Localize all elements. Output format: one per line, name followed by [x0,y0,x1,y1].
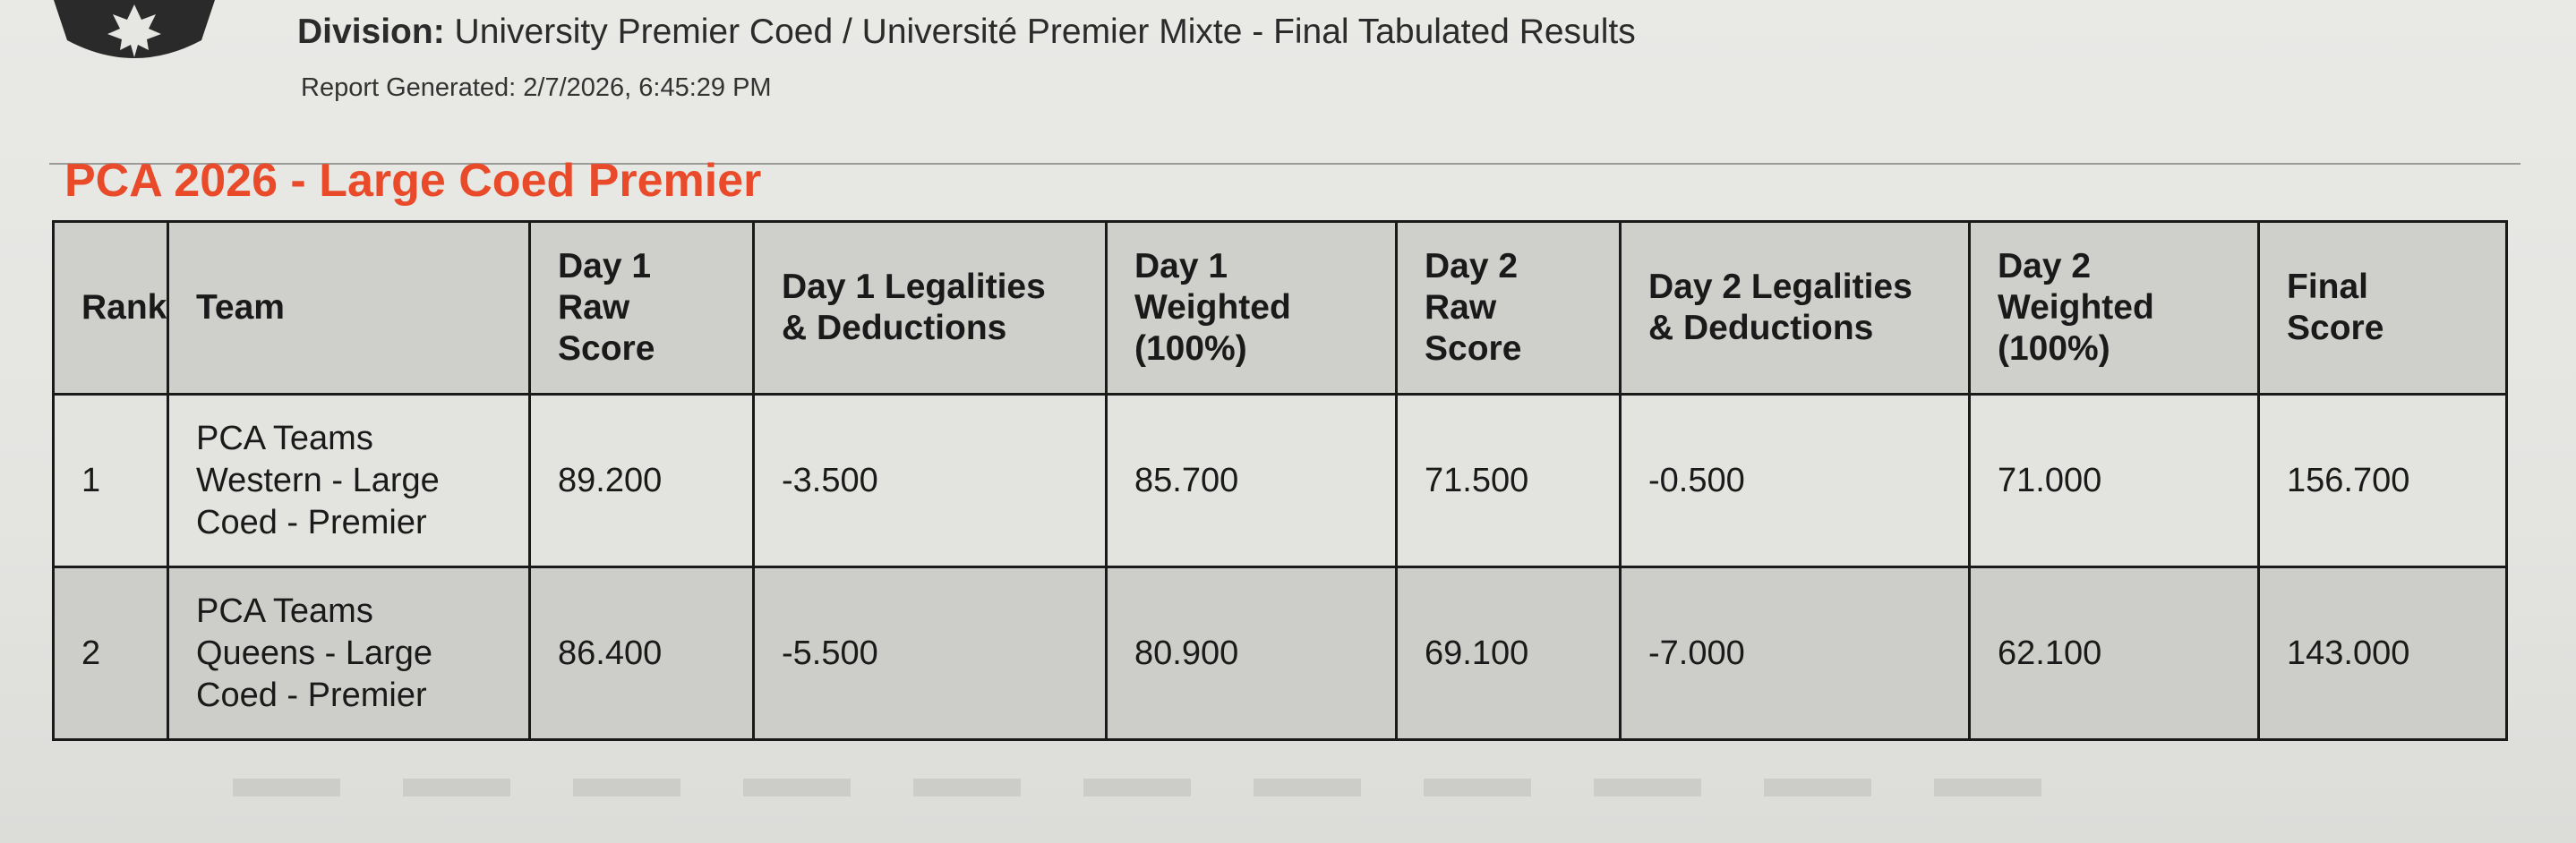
section-title: PCA 2026 - Large Coed Premier [64,155,762,207]
cell-rank: 1 [52,393,169,568]
cell-day1-raw: 86.400 [528,566,755,741]
col-day2-raw: Day 2 Raw Score [1395,220,1622,396]
cell-final-score: 156.700 [2257,393,2508,568]
col-day2-legalities: Day 2 Legalities & Deductions [1619,220,1971,396]
results-table: Rank Team Day 1 Raw Score Day 1 Legaliti… [52,220,2508,741]
cell-day2-legalities: -0.500 [1619,393,1971,568]
cell-day2-weighted: 71.000 [1968,393,2260,568]
cell-day1-legalities: -5.500 [752,566,1108,741]
cell-final-score: 143.000 [2257,566,2508,741]
division-value: University Premier Coed / Université Pre… [454,13,1636,51]
col-day1-raw: Day 1 Raw Score [528,220,755,396]
cell-team: PCA Teams Western - Large Coed - Premier [167,393,531,568]
col-day2-weighted: Day 2 Weighted (100%) [1968,220,2260,396]
cell-day1-weighted: 80.900 [1105,566,1398,741]
cell-rank: 2 [52,566,169,741]
cell-day1-legalities: -3.500 [752,393,1108,568]
cell-day2-weighted: 62.100 [1968,566,2260,741]
show-through-text [233,752,2382,832]
cell-day2-raw: 71.500 [1395,393,1622,568]
cell-day1-raw: 89.200 [528,393,755,568]
table-row: 2 PCA Teams Queens - Large Coed - Premie… [52,566,2508,741]
col-day1-legalities: Day 1 Legalities & Deductions [752,220,1108,396]
col-rank: Rank [52,220,169,396]
cell-team: PCA Teams Queens - Large Coed - Premier [167,566,531,741]
col-final-score: Final Score [2257,220,2508,396]
cell-day1-weighted: 85.700 [1105,393,1398,568]
table-header-row: Rank Team Day 1 Raw Score Day 1 Legaliti… [52,220,2508,396]
division-title: Division: University Premier Coed / Univ… [297,13,1636,52]
division-label: Division: [297,13,445,51]
cell-day2-raw: 69.100 [1395,566,1622,741]
maple-leaf-crest-icon [54,0,215,58]
col-team: Team [167,220,531,396]
divider-line [49,163,2520,165]
cell-day2-legalities: -7.000 [1619,566,1971,741]
table-row: 1 PCA Teams Western - Large Coed - Premi… [52,393,2508,568]
col-day1-weighted: Day 1 Weighted (100%) [1105,220,1398,396]
report-generated: Report Generated: 2/7/2026, 6:45:29 PM [301,73,772,102]
